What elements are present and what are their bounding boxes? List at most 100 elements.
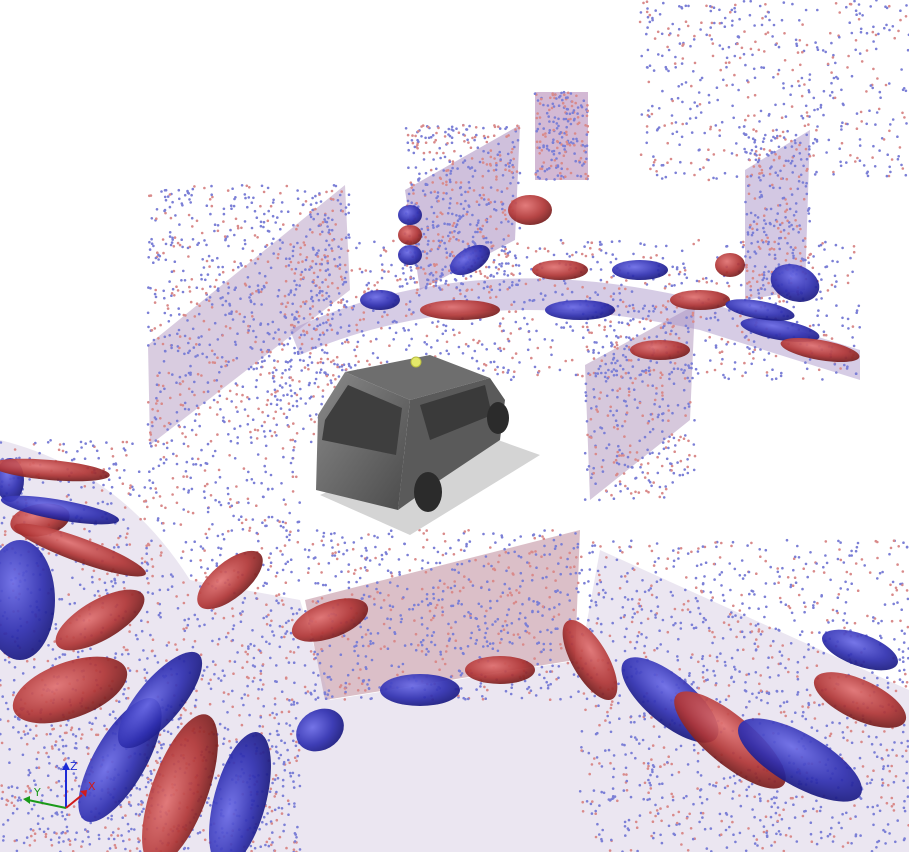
point [247, 501, 250, 505]
point [186, 593, 190, 597]
point [596, 410, 599, 413]
point [320, 597, 324, 600]
point [473, 135, 477, 139]
point [224, 325, 228, 328]
point [442, 151, 445, 155]
point [524, 616, 527, 620]
point [240, 644, 244, 647]
point [211, 361, 215, 364]
point [470, 322, 474, 326]
point [444, 324, 448, 328]
point [122, 580, 125, 584]
point [556, 164, 560, 167]
point [349, 366, 353, 369]
point [436, 550, 440, 554]
point [543, 338, 547, 341]
point [531, 299, 534, 303]
point [2, 839, 5, 842]
point [491, 642, 495, 645]
point [615, 373, 619, 377]
point [425, 256, 429, 260]
point [180, 556, 183, 560]
point [518, 636, 521, 639]
point [7, 786, 10, 789]
point [489, 296, 492, 300]
point [448, 223, 451, 226]
point [441, 182, 445, 185]
point [458, 289, 462, 292]
point [266, 186, 270, 190]
point [708, 335, 711, 339]
point [309, 307, 312, 310]
point [594, 374, 598, 378]
point [308, 323, 311, 327]
point [745, 269, 749, 273]
point [267, 739, 271, 742]
point [510, 686, 513, 689]
point [166, 195, 170, 198]
point [305, 235, 308, 238]
point [410, 139, 414, 142]
point [421, 189, 425, 193]
point [424, 272, 427, 275]
point [652, 310, 655, 313]
point [498, 346, 502, 350]
point [322, 321, 325, 325]
point [609, 320, 612, 324]
point [605, 394, 609, 398]
point [857, 304, 861, 308]
point [833, 285, 837, 288]
point [448, 202, 452, 205]
point [296, 224, 300, 227]
point [804, 361, 807, 364]
point [211, 195, 214, 199]
point [459, 154, 463, 158]
point [209, 687, 213, 691]
point [182, 508, 185, 511]
point [369, 642, 372, 646]
point [155, 383, 159, 387]
point [670, 284, 674, 288]
point [521, 602, 524, 606]
point [576, 542, 580, 546]
point [423, 341, 427, 344]
point [535, 329, 538, 333]
point [282, 526, 285, 529]
point [213, 223, 217, 226]
point [645, 317, 648, 321]
point [593, 430, 596, 433]
point [618, 292, 621, 295]
point [483, 615, 487, 618]
point [316, 653, 320, 656]
point [389, 608, 393, 612]
point [200, 335, 203, 338]
point [329, 532, 333, 536]
point [586, 241, 590, 244]
point [530, 579, 534, 582]
point [265, 350, 269, 353]
point [449, 172, 452, 175]
point [510, 683, 514, 686]
point [714, 346, 718, 349]
point [95, 449, 99, 453]
point [175, 381, 178, 385]
point [276, 398, 279, 402]
point [126, 667, 130, 670]
point [54, 743, 57, 747]
point [287, 710, 291, 713]
point [296, 197, 300, 200]
point [337, 301, 340, 304]
point [683, 269, 687, 272]
point [227, 244, 230, 248]
point [728, 309, 731, 312]
point [114, 463, 118, 466]
point [835, 371, 838, 374]
point [243, 596, 247, 600]
point [574, 159, 577, 163]
point [222, 280, 225, 284]
point [538, 146, 541, 150]
point [648, 480, 652, 484]
point [767, 240, 770, 244]
